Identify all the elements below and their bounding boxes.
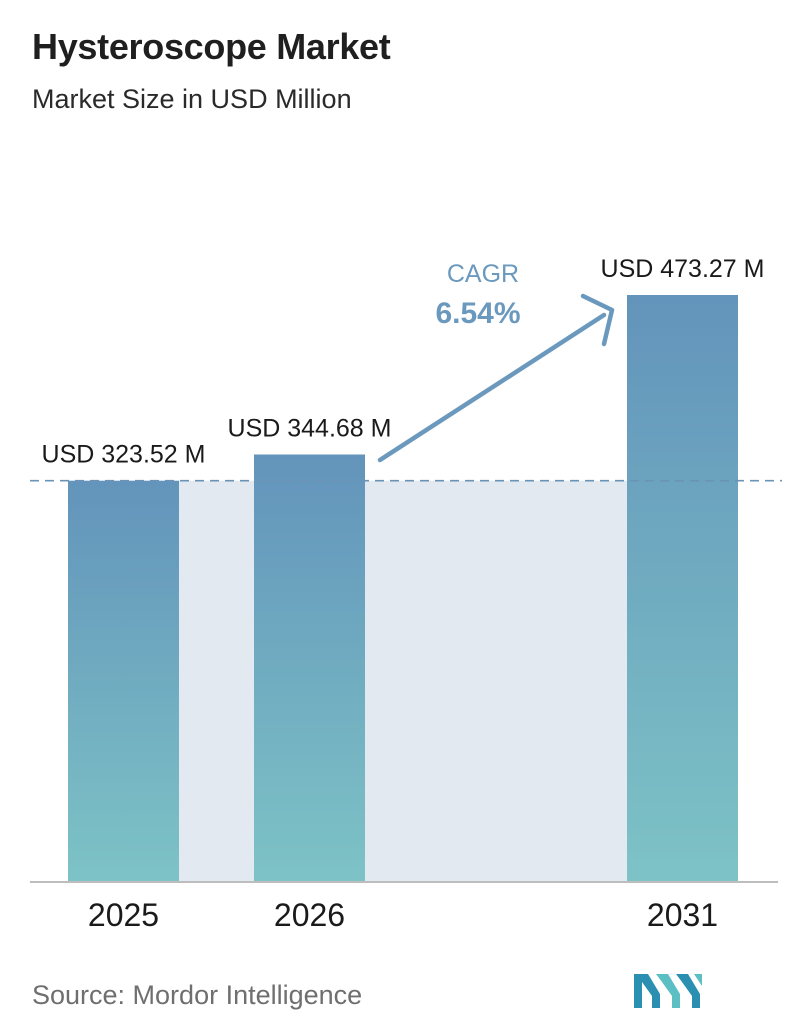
data-label-2025: USD 323.52 M	[42, 441, 206, 469]
reference-band	[68, 480, 738, 882]
bar-2031	[627, 295, 738, 882]
cagr-label: CAGR	[447, 260, 519, 288]
mordor-intelligence-logo	[634, 974, 702, 1008]
source-text: Source: Mordor Intelligence	[32, 980, 363, 1010]
data-label-2031: USD 473.27 M	[601, 255, 765, 283]
cagr-value: 6.54%	[435, 297, 520, 330]
bar-2026	[254, 454, 365, 882]
data-label-2026: USD 344.68 M	[228, 414, 392, 442]
chart-title: Hysteroscope Market	[32, 26, 391, 67]
tick-label-2026: 2026	[274, 897, 345, 933]
bar-2025	[68, 480, 179, 882]
cagr-arrow-head	[580, 293, 615, 347]
tick-label-2025: 2025	[88, 897, 159, 933]
cagr-arrow	[377, 312, 607, 463]
tick-label-2031: 2031	[647, 897, 718, 933]
chart-subtitle: Market Size in USD Million	[32, 84, 352, 114]
